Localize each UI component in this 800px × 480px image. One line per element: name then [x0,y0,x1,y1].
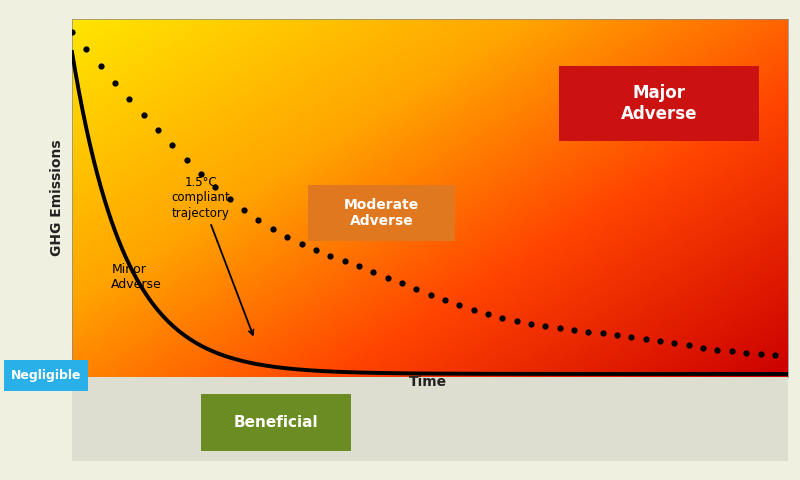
Text: Moderate
Adverse: Moderate Adverse [344,198,419,228]
Bar [201,394,351,451]
Y-axis label: GHG Emissions: GHG Emissions [50,140,64,256]
Text: Minor
Adverse: Minor Adverse [111,263,162,291]
Text: 1.5°C
compliant
trajectory: 1.5°C compliant trajectory [171,177,254,335]
Text: Negligible: Negligible [10,369,82,382]
Bar [308,185,455,241]
Bar [559,66,759,141]
Text: Major
Adverse: Major Adverse [621,84,698,122]
Text: Time: Time [409,374,447,389]
Text: Beneficial: Beneficial [234,415,318,430]
